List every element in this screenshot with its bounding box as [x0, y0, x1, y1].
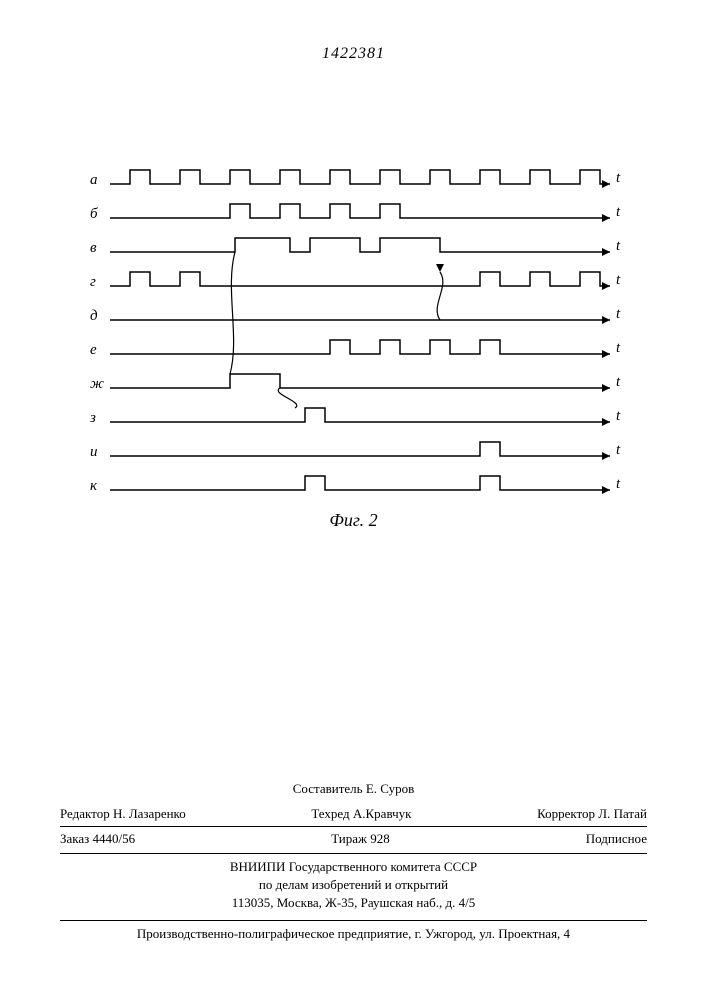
svg-text:t: t: [616, 442, 621, 458]
svg-text:г: г: [90, 274, 96, 290]
svg-text:и: и: [90, 444, 98, 460]
svg-text:t: t: [616, 408, 621, 424]
colophon: Составитель Е. Суров Редактор Н. Лазарен…: [60, 780, 647, 943]
svg-text:t: t: [616, 476, 621, 492]
figure-caption: Фиг. 2: [0, 510, 707, 531]
timing-diagram: а t б t в t г t д t е t ж t з t и t к t: [80, 160, 630, 510]
svg-text:в: в: [90, 240, 97, 256]
svg-text:з: з: [89, 410, 96, 426]
org-line-2: по делам изобретений и открытий: [60, 876, 647, 894]
svg-text:t: t: [616, 374, 621, 390]
svg-text:д: д: [90, 308, 98, 324]
printer: Производственно-полиграфическое предприя…: [60, 920, 647, 943]
subscription: Подписное: [586, 830, 647, 848]
svg-text:t: t: [616, 306, 621, 322]
svg-text:е: е: [90, 342, 97, 358]
svg-text:б: б: [90, 206, 98, 222]
svg-text:t: t: [616, 170, 621, 186]
corrector: Корректор Л. Патай: [537, 805, 647, 823]
editor: Редактор Н. Лазаренко: [60, 805, 186, 823]
svg-text:к: к: [90, 478, 98, 494]
svg-text:t: t: [616, 204, 621, 220]
org-line-1: ВНИИПИ Государственного комитета СССР: [60, 858, 647, 876]
org-address: 113035, Москва, Ж-35, Раушская наб., д. …: [60, 894, 647, 912]
order: Заказ 4440/56: [60, 830, 135, 848]
patent-number: 1422381: [0, 45, 707, 63]
compiler: Составитель Е. Суров: [60, 780, 647, 798]
svg-text:а: а: [90, 172, 98, 188]
tirage: Тираж 928: [331, 830, 390, 848]
svg-text:t: t: [616, 340, 621, 356]
page: 1422381 а t б t в t г t д t е t ж t з t и t к t Фиг. 2 Сост…: [0, 0, 707, 1000]
svg-text:t: t: [616, 272, 621, 288]
svg-text:ж: ж: [90, 376, 104, 392]
techred: Техред А.Кравчук: [311, 805, 411, 823]
svg-text:t: t: [616, 238, 621, 254]
